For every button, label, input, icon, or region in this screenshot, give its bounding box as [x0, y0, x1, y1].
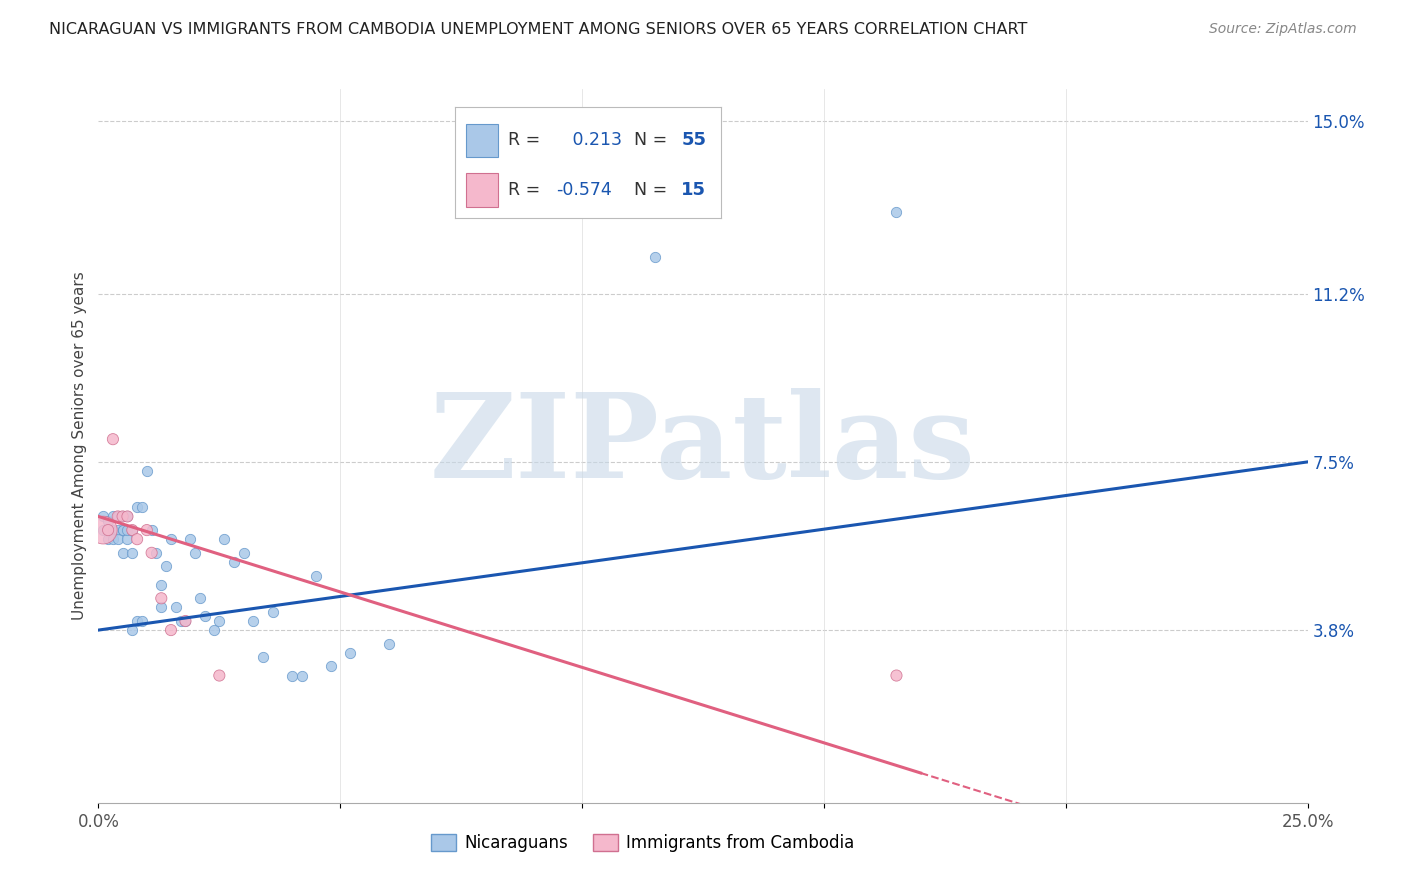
- Point: [91, 523, 114, 537]
- Point: [212, 532, 235, 546]
- Point: [305, 568, 328, 582]
- Y-axis label: Unemployment Among Seniors over 65 years: Unemployment Among Seniors over 65 years: [72, 272, 87, 620]
- Point: [281, 668, 304, 682]
- Point: [101, 523, 124, 537]
- Point: [127, 614, 149, 628]
- Point: [886, 205, 908, 219]
- Point: [97, 523, 120, 537]
- Point: [127, 500, 149, 515]
- Point: [188, 591, 211, 606]
- Point: [169, 614, 191, 628]
- Point: [242, 614, 264, 628]
- Point: [150, 577, 173, 591]
- Point: [111, 509, 134, 524]
- Point: [174, 614, 197, 628]
- Point: [135, 523, 157, 537]
- Point: [339, 646, 361, 660]
- Point: [150, 600, 173, 615]
- Point: [204, 623, 226, 637]
- Point: [135, 464, 157, 478]
- Point: [184, 546, 207, 560]
- Point: [107, 509, 129, 524]
- Point: [117, 509, 139, 524]
- Point: [121, 523, 143, 537]
- Point: [145, 546, 167, 560]
- Point: [111, 509, 134, 524]
- Point: [222, 555, 245, 569]
- Text: ZIPatlas: ZIPatlas: [430, 389, 976, 503]
- Point: [91, 509, 114, 524]
- Point: [121, 523, 143, 537]
- Point: [377, 637, 399, 651]
- Point: [101, 432, 124, 446]
- Point: [194, 609, 217, 624]
- Point: [150, 591, 173, 606]
- Point: [107, 509, 129, 524]
- Point: [165, 600, 187, 615]
- Point: [117, 532, 139, 546]
- Point: [886, 668, 908, 682]
- Point: [117, 523, 139, 537]
- Point: [127, 532, 149, 546]
- Point: [141, 546, 163, 560]
- Point: [262, 605, 284, 619]
- Point: [97, 532, 120, 546]
- Point: [160, 532, 183, 546]
- Point: [97, 514, 120, 528]
- Point: [121, 623, 143, 637]
- Point: [111, 546, 134, 560]
- Point: [107, 523, 129, 537]
- Point: [174, 614, 197, 628]
- Point: [107, 532, 129, 546]
- Point: [160, 623, 183, 637]
- Point: [111, 523, 134, 537]
- Point: [141, 523, 163, 537]
- Point: [111, 523, 134, 537]
- Point: [131, 614, 153, 628]
- Point: [290, 668, 312, 682]
- Point: [644, 251, 666, 265]
- Point: [252, 650, 274, 665]
- Point: [101, 509, 124, 524]
- Text: Source: ZipAtlas.com: Source: ZipAtlas.com: [1209, 22, 1357, 37]
- Point: [91, 523, 114, 537]
- Point: [319, 659, 342, 673]
- Point: [208, 668, 231, 682]
- Point: [179, 532, 201, 546]
- Text: NICARAGUAN VS IMMIGRANTS FROM CAMBODIA UNEMPLOYMENT AMONG SENIORS OVER 65 YEARS : NICARAGUAN VS IMMIGRANTS FROM CAMBODIA U…: [49, 22, 1028, 37]
- Point: [101, 532, 124, 546]
- Point: [208, 614, 231, 628]
- Point: [121, 546, 143, 560]
- Point: [232, 546, 254, 560]
- Point: [97, 523, 120, 537]
- Point: [155, 559, 177, 574]
- Point: [117, 509, 139, 524]
- Point: [131, 500, 153, 515]
- Legend: Nicaraguans, Immigrants from Cambodia: Nicaraguans, Immigrants from Cambodia: [425, 827, 860, 859]
